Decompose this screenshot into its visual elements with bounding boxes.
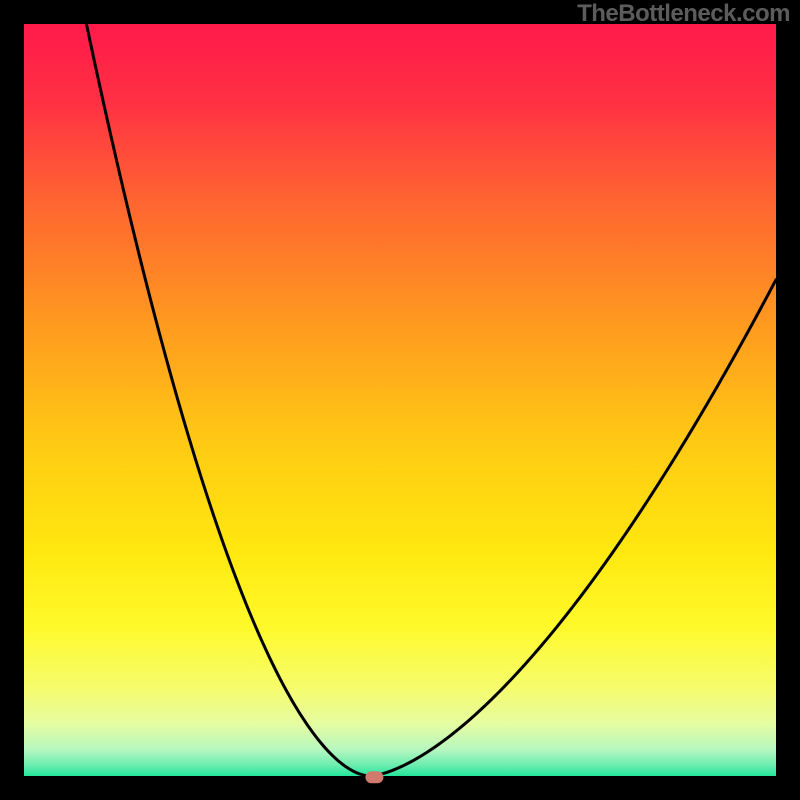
chart-svg <box>0 0 800 800</box>
apex-marker <box>365 771 383 783</box>
gradient-background <box>24 24 776 776</box>
watermark-text: TheBottleneck.com <box>577 0 790 28</box>
chart-frame: TheBottleneck.com <box>0 0 800 800</box>
